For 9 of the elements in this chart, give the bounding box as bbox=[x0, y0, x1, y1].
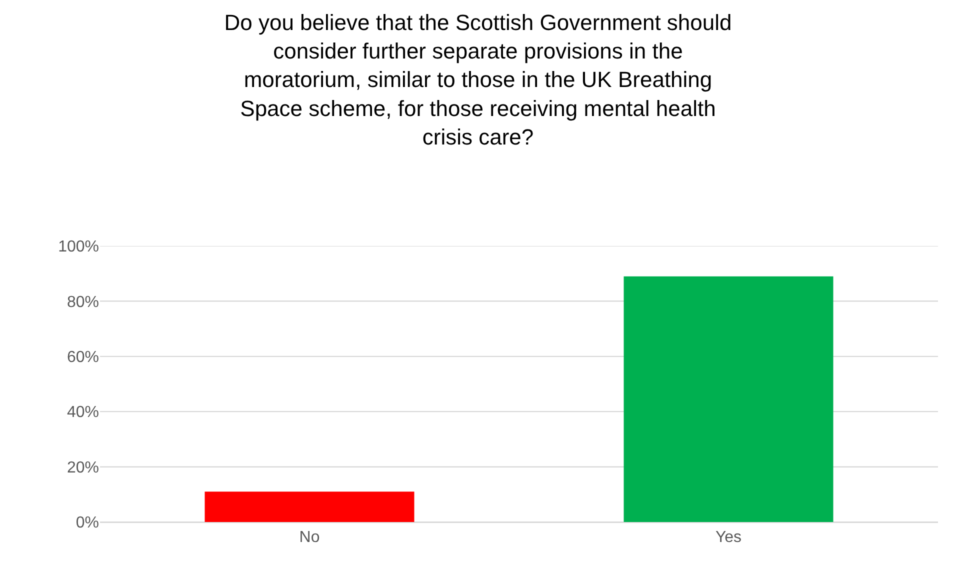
y-tick-label: 0% bbox=[76, 514, 99, 532]
y-tick-label: 80% bbox=[66, 294, 99, 311]
chart-title: Do you believe that the Scottish Government should consider further separate provisions in the moratorium, similar to those in the UK Breathing Space scheme, for those receiving mental health crisis care? bbox=[224, 10, 732, 150]
x-tick-label: No bbox=[299, 529, 320, 546]
y-tick-label: 20% bbox=[66, 459, 99, 476]
y-tick-label: 60% bbox=[66, 349, 99, 366]
y-tick-label: 40% bbox=[66, 404, 99, 422]
y-tick-label: 100% bbox=[58, 238, 99, 256]
x-tick-label: Yes bbox=[715, 529, 742, 546]
